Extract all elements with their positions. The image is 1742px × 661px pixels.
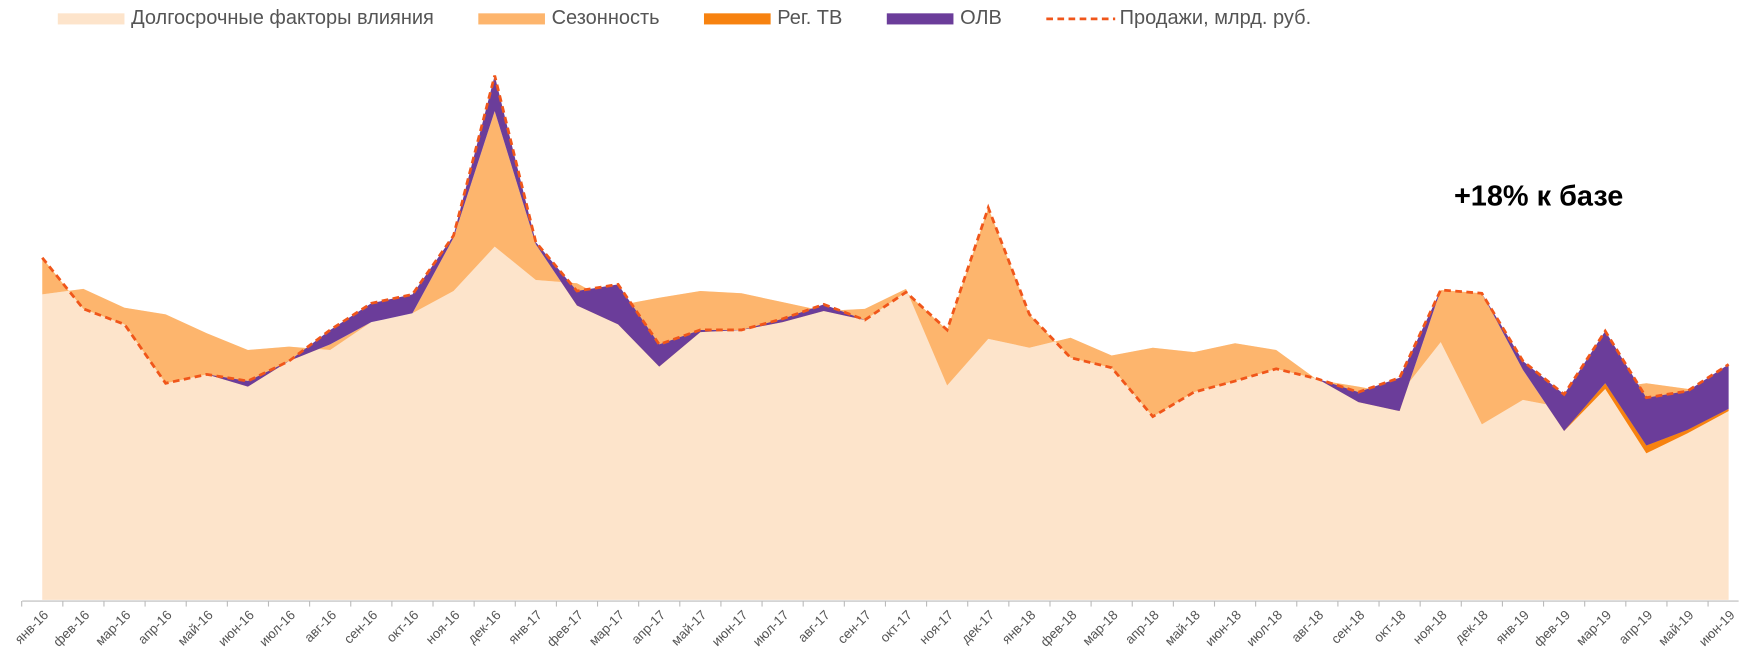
x-tick-label: авг-18 [1288,607,1326,645]
x-tick-label: янв-17 [505,607,545,647]
x-tick-label: июл-17 [750,607,792,649]
legend-swatch [57,13,125,25]
x-tick-label: мар-19 [1573,607,1614,648]
x-tick-label: авг-16 [301,607,339,645]
legend-swatch [703,13,771,25]
x-tick-label: ноя-16 [423,607,463,647]
x-tick-label: дек-17 [958,607,997,646]
legend-label: Долгосрочные факторы влияния [131,7,434,29]
x-tick-label: авг-17 [795,607,833,645]
x-tick-label: фев-19 [1531,607,1573,649]
plot [41,75,1730,600]
x-tick-label: июн-16 [215,607,257,649]
legend-label: Рег. ТВ [777,7,842,29]
x-tick-label: фев-16 [50,607,92,649]
x-tick-label: янв-16 [12,607,52,647]
x-tick-label: дек-18 [1452,607,1491,646]
x-tick-label: янв-19 [1492,607,1532,647]
x-tick-label: май-16 [175,607,216,648]
x-tick-label: сен-18 [1328,607,1367,646]
x-tick-label: янв-18 [999,607,1039,647]
x-tick-label: сен-16 [341,607,380,646]
x-tick-label: июн-17 [709,607,751,649]
legend-label: Продажи, млрд. руб. [1120,7,1312,29]
x-tick-label: мар-16 [92,607,133,648]
x-tick-label: окт-16 [383,607,421,645]
legend-swatch [478,13,545,25]
legend-label: Сезонность [552,7,660,29]
x-tick-label: май-18 [1162,607,1203,648]
x-tick-label: фев-17 [544,607,586,649]
x-tick-label: май-17 [668,607,709,648]
x-tick-label: апр-16 [135,607,175,647]
sales-line [41,75,1730,419]
x-tick-label: июн-18 [1202,607,1244,649]
x-tick-label: июл-18 [1243,607,1285,649]
x-tick-label: ноя-18 [1410,607,1450,647]
x-tick-label: фев-18 [1037,607,1079,649]
legend-swatch [886,13,954,25]
area [42,246,1729,600]
x-tick-label: окт-17 [877,607,915,645]
annotation: +18% к базе [1454,180,1623,212]
x-tick-label: сен-17 [835,607,874,646]
x-tick-label: мар-18 [1080,607,1121,648]
x-tick-label: июн-19 [1696,607,1738,649]
legend-label: ОЛВ [960,7,1002,29]
area [42,75,1729,446]
x-tick-label: ноя-17 [916,607,956,647]
x-tick-label: апр-19 [1616,607,1656,647]
x-tick-label: июл-16 [256,607,298,649]
x-tick-label: окт-18 [1371,607,1409,645]
x-tick-label: дек-16 [465,607,504,646]
x-tick-label: май-19 [1655,607,1696,648]
x-tick-label: апр-17 [628,607,668,647]
x-tick-label: мар-17 [586,607,627,648]
x-tick-label: апр-18 [1122,607,1162,647]
